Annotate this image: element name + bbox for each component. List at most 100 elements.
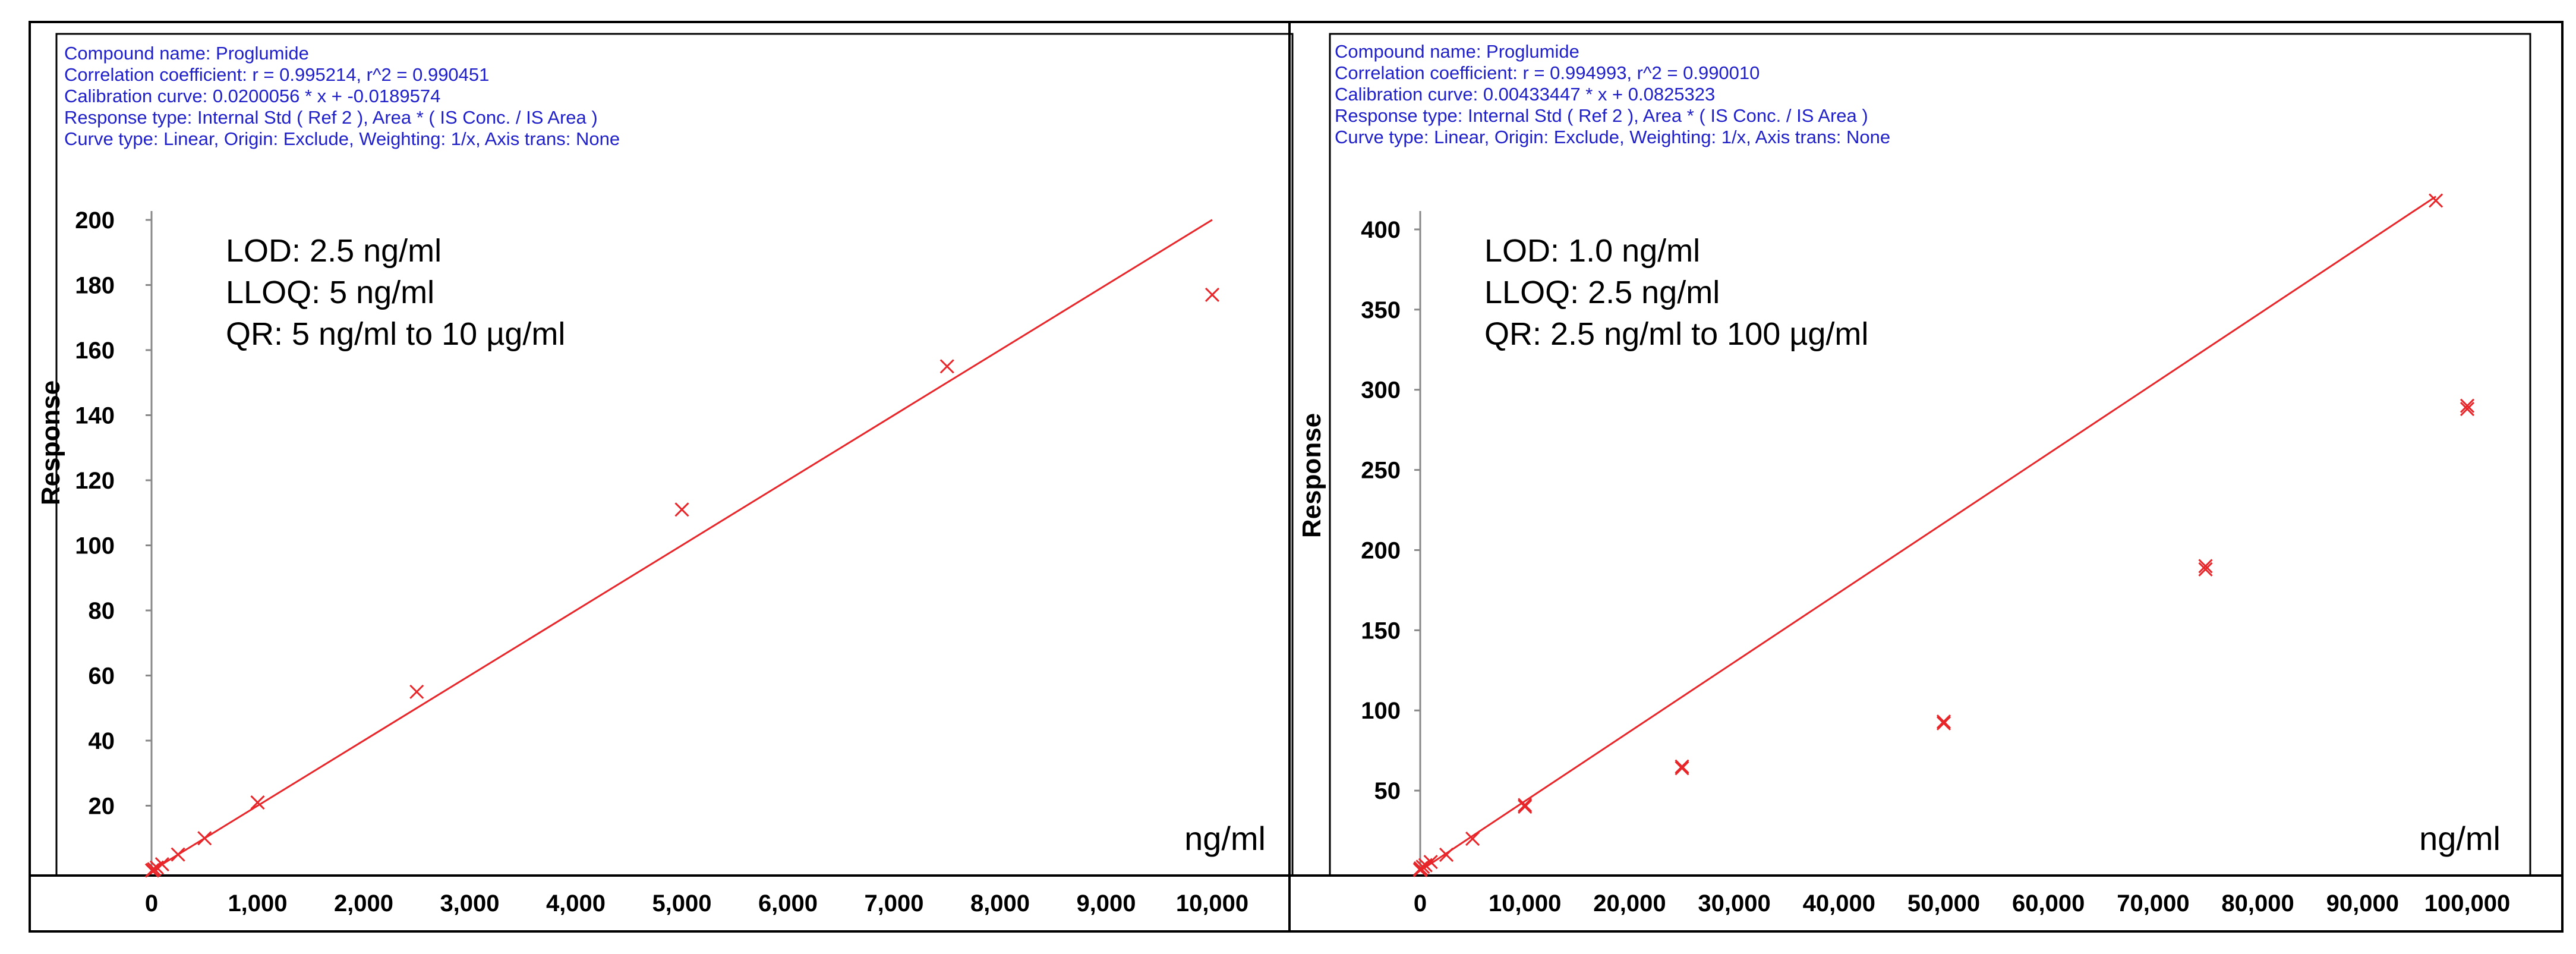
x-tick-label: 2,000: [334, 890, 393, 917]
data-point: [1518, 798, 1533, 813]
y-tick-label: 180: [75, 273, 115, 299]
data-point-stroke-b: [2198, 562, 2213, 577]
data-point: [1205, 287, 1220, 302]
data-point: [1675, 761, 1689, 776]
x-tick-label: 40,000: [1803, 890, 1875, 917]
data-point-stroke-b: [409, 684, 424, 699]
data-point-stroke-b: [2198, 559, 2213, 574]
data-point: [409, 684, 424, 699]
data-point-stroke-b: [1675, 761, 1689, 776]
data-point-stroke-b: [1423, 855, 1438, 870]
y-tick-label: 50: [1374, 778, 1401, 804]
x-tick-label: 0: [145, 890, 158, 917]
annotation-0: LOD: 2.5 ng/ml: [226, 233, 442, 269]
data-point-stroke-b: [2429, 193, 2443, 208]
y-tick-label: 20: [89, 794, 115, 820]
x-tick-label: 8,000: [970, 890, 1030, 917]
x-axis-unit-label: ng/ml: [1184, 820, 1266, 857]
annotation-2: QR: 2.5 ng/ml to 100 µg/ml: [1484, 316, 1868, 352]
left-plot-frame: [55, 33, 1294, 877]
chart-header-line-4: Curve type: Linear, Origin: Exclude, Wei…: [1335, 127, 1890, 147]
x-tick-label: 10,000: [1176, 890, 1248, 917]
x-tick-label: 7,000: [864, 890, 923, 917]
y-tick-label: 300: [1361, 377, 1401, 404]
annotation-1: LLOQ: 5 ng/ml: [226, 275, 434, 310]
data-point: [155, 857, 169, 872]
data-point-stroke-b: [1518, 799, 1533, 814]
chart-header-line-0: Compound name: Proglumide: [64, 43, 309, 64]
data-point-stroke-b: [1518, 798, 1533, 813]
annotation-1: LLOQ: 2.5 ng/ml: [1484, 275, 1720, 310]
chart-header-line-1: Correlation coefficient: r = 0.994993, r…: [1335, 62, 1760, 83]
right-plot-frame: [1329, 33, 2531, 877]
data-point: [1439, 847, 1454, 862]
x-tick-label: 20,000: [1593, 890, 1666, 917]
x-tick-label: 60,000: [2012, 890, 2085, 917]
y-tick-label: 140: [75, 403, 115, 429]
data-point-stroke-b: [197, 831, 212, 846]
x-tick-label: 50,000: [1907, 890, 1980, 917]
data-point: [2198, 559, 2213, 574]
y-tick-label: 200: [75, 207, 115, 234]
y-tick-label: 400: [1361, 217, 1401, 243]
x-tick-label: 3,000: [440, 890, 499, 917]
outer-frame: [29, 21, 2564, 933]
data-point: [250, 795, 265, 810]
chart-header-line-3: Response type: Internal Std ( Ref 2 ), A…: [1335, 105, 1868, 126]
chart-header-line-0: Compound name: Proglumide: [1335, 41, 1579, 62]
chart-header-line-2: Calibration curve: 0.0200056 * x + -0.01…: [64, 86, 440, 106]
data-point-stroke-b: [1205, 287, 1220, 302]
x-tick-label: 90,000: [2326, 890, 2399, 917]
x-tick-label: 80,000: [2221, 890, 2294, 917]
data-point-stroke-b: [155, 857, 169, 872]
annotation-0: LOD: 1.0 ng/ml: [1484, 233, 1700, 269]
regression-line: [151, 219, 1213, 872]
x-axis-unit-label: ng/ml: [2419, 820, 2501, 857]
data-point: [1936, 716, 1951, 731]
data-point-stroke-b: [2460, 398, 2475, 413]
x-tick-label: 0: [1414, 890, 1427, 917]
data-point-stroke-b: [171, 847, 185, 862]
y-tick-label: 120: [75, 468, 115, 494]
data-point: [171, 847, 185, 862]
x-tick-label: 30,000: [1698, 890, 1770, 917]
x-tick-label: 9,000: [1076, 890, 1136, 917]
data-point-stroke-b: [1465, 831, 1480, 846]
y-tick-label: 150: [1361, 618, 1401, 644]
data-point-stroke-b: [250, 795, 265, 810]
regression-line: [1420, 196, 2436, 872]
data-point-stroke-b: [939, 359, 954, 374]
x-tick-label: 6,000: [758, 890, 818, 917]
y-tick-label: 250: [1361, 458, 1401, 484]
y-tick-label: 80: [89, 598, 115, 624]
data-point: [1675, 759, 1689, 774]
x-tick-label: 100,000: [2424, 890, 2511, 917]
data-point: [1936, 714, 1951, 729]
data-point: [2460, 402, 2475, 417]
data-point: [2429, 193, 2443, 208]
data-point-stroke-b: [1675, 759, 1689, 774]
y-tick-label: 100: [75, 533, 115, 559]
data-point-stroke-b: [2460, 402, 2475, 417]
y-tick-label: 200: [1361, 537, 1401, 563]
x-tick-label: 4,000: [546, 890, 606, 917]
data-point: [1465, 831, 1480, 846]
y-tick-label: 60: [89, 663, 115, 689]
data-point-stroke-b: [1936, 714, 1951, 729]
data-point-stroke-b: [1439, 847, 1454, 862]
data-point: [939, 359, 954, 374]
chart-header-line-3: Response type: Internal Std ( Ref 2 ), A…: [64, 107, 598, 128]
chart-header-line-1: Correlation coefficient: r = 0.995214, r…: [64, 64, 489, 85]
y-axis-title: Response: [1297, 413, 1326, 538]
x-tick-label: 1,000: [228, 890, 287, 917]
y-tick-label: 350: [1361, 297, 1401, 323]
chart-header-line-4: Curve type: Linear, Origin: Exclude, Wei…: [64, 128, 620, 149]
y-tick-label: 40: [89, 728, 115, 754]
data-point: [1423, 855, 1438, 870]
data-point-stroke-b: [1936, 716, 1951, 731]
y-tick-label: 160: [75, 338, 115, 364]
x-tick-label: 10,000: [1489, 890, 1561, 917]
annotation-2: QR: 5 ng/ml to 10 µg/ml: [226, 316, 565, 352]
